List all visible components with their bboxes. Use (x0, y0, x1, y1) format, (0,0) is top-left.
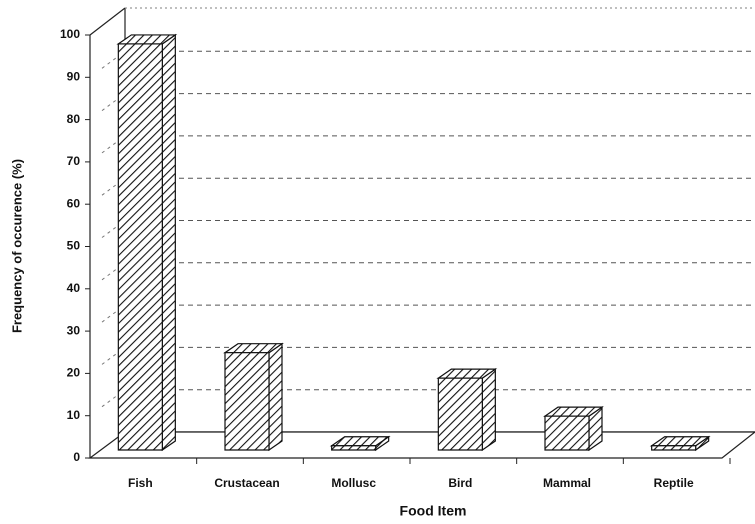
bar-face (437, 377, 483, 451)
y-tick-label: 30 (67, 323, 81, 337)
frame (88, 7, 755, 459)
x-tick-label: Fish (128, 476, 153, 490)
y-tick-label: 50 (67, 239, 81, 253)
y-tick-label: 100 (60, 27, 80, 41)
bar-face (481, 367, 496, 452)
bar (649, 435, 711, 452)
y-tick-label: 90 (67, 69, 81, 83)
y-axis-label: Frequency of occurence (%) (9, 159, 24, 333)
y-tick-label: 20 (67, 366, 81, 380)
x-axis-label: Food Item (400, 503, 467, 519)
x-tick-label: Crustacean (214, 476, 279, 490)
bar-face (117, 43, 163, 451)
x-tick-label: Reptile (654, 476, 694, 490)
bar-face (331, 445, 377, 451)
y-tick-label: 70 (67, 154, 81, 168)
y-tick-label: 40 (67, 281, 81, 295)
y-tick-label: 60 (67, 196, 81, 210)
bar (116, 33, 178, 452)
bar (436, 367, 498, 452)
bar-face (544, 415, 590, 451)
y-tick-label: 10 (67, 408, 81, 422)
x-tick-label: Mammal (543, 476, 591, 490)
x-tick-label: Bird (448, 476, 472, 490)
bar-face (224, 352, 270, 451)
bar (543, 406, 604, 452)
x-tick-label: Mollusc (331, 476, 376, 490)
bar-face (651, 445, 697, 451)
bar (223, 342, 284, 452)
bar (329, 435, 391, 452)
y-tick-label: 0 (73, 450, 80, 464)
bar-face (268, 342, 283, 452)
bar-face (161, 33, 176, 452)
y-tick-label: 80 (67, 112, 81, 126)
